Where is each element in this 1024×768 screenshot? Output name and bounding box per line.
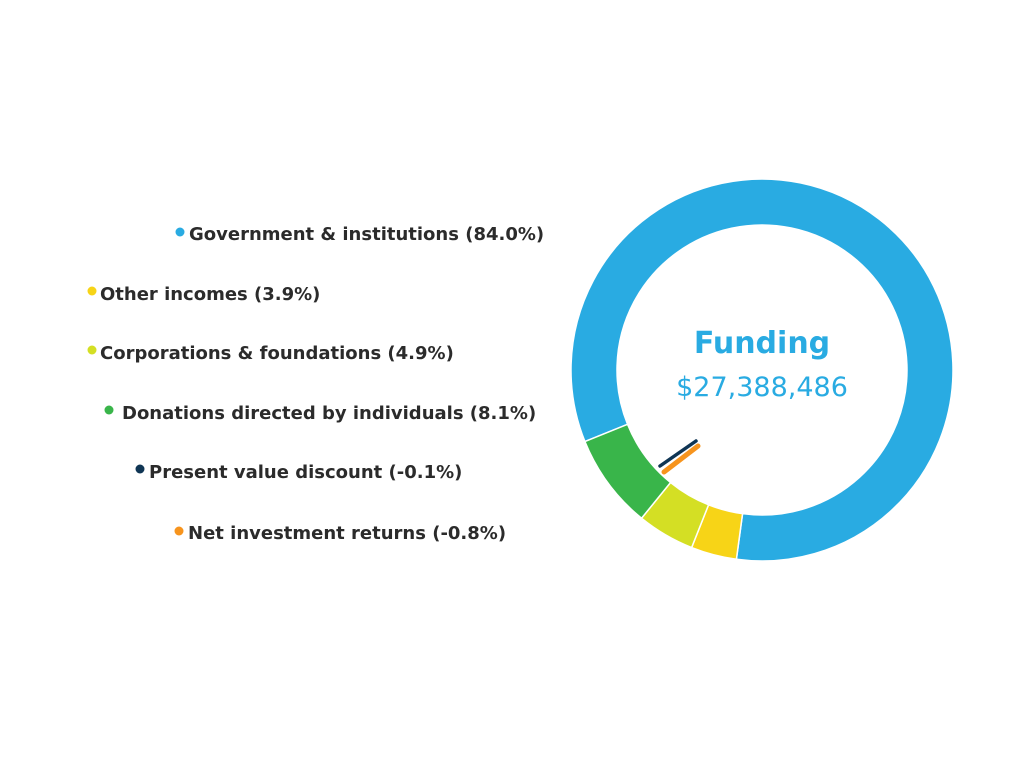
- chart-legend: Government & institutions (84.0%) Other i…: [87, 224, 544, 544]
- chart-center-total: $27,388,486: [676, 372, 848, 403]
- legend-label-government-and-institutions: Government & institutions (84.0%): [189, 224, 544, 245]
- legend-dot-corporations-and-foundations: [87, 345, 97, 355]
- negative-mark-present-value-discount: [658, 439, 698, 468]
- legend-item-present-value-discount: Present value discount (-0.1%): [135, 462, 462, 483]
- legend-label-corporations-and-foundations: Corporations & foundations (4.9%): [100, 343, 454, 364]
- legend-dot-government-and-institutions: [175, 227, 185, 237]
- legend-dot-other-incomes: [87, 286, 97, 296]
- legend-label-present-value-discount: Present value discount (-0.1%): [149, 462, 462, 483]
- legend-item-other-incomes: Other incomes (3.9%): [87, 284, 320, 305]
- legend-item-government-and-institutions: Government & institutions (84.0%): [175, 224, 544, 245]
- legend-dot-net-investment-returns: [174, 526, 184, 536]
- legend-dot-donations-directed-by-individuals: [104, 405, 114, 415]
- legend-label-net-investment-returns: Net investment returns (-0.8%): [188, 523, 506, 544]
- chart-center-title: Funding: [694, 326, 830, 361]
- legend-label-other-incomes: Other incomes (3.9%): [100, 284, 320, 305]
- donut-slice-donations-directed-by-individuals: [583, 423, 672, 520]
- negative-value-marks: [658, 439, 701, 475]
- donut-slice-government-and-institutions: [570, 178, 954, 562]
- legend-item-corporations-and-foundations: Corporations & foundations (4.9%): [87, 343, 454, 364]
- legend-item-donations-directed-by-individuals: Donations directed by individuals (8.1%): [104, 403, 536, 424]
- legend-item-net-investment-returns: Net investment returns (-0.8%): [174, 523, 506, 544]
- legend-dot-present-value-discount: [135, 464, 145, 474]
- donut-ring: [570, 178, 954, 562]
- negative-mark-net-investment-returns: [661, 443, 701, 475]
- legend-label-donations-directed-by-individuals: Donations directed by individuals (8.1%): [122, 403, 536, 424]
